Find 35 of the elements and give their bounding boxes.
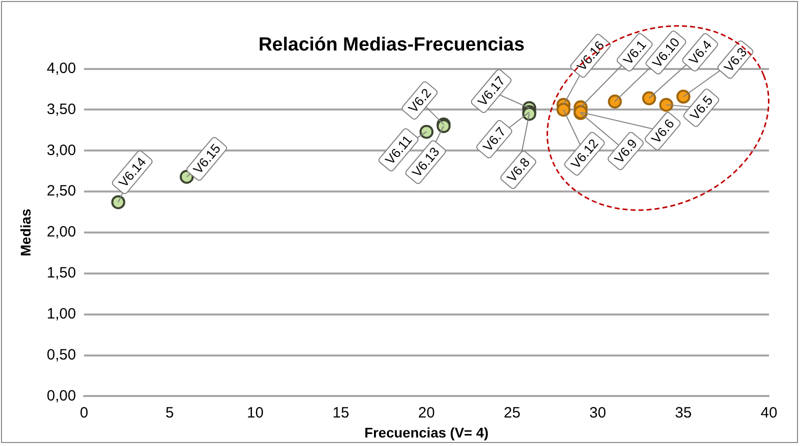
y-tick-label: 3,00 bbox=[46, 142, 76, 159]
annotation: V6.3 bbox=[721, 44, 750, 75]
x-tick-label: 0 bbox=[80, 404, 88, 422]
y-tick-label: 0,50 bbox=[46, 346, 76, 364]
x-tick-label: 10 bbox=[246, 404, 264, 422]
chart-title: Relación Medias-Frecuencias bbox=[258, 34, 525, 56]
point bbox=[111, 195, 126, 210]
y-tick-label: 2,50 bbox=[46, 182, 76, 200]
point bbox=[659, 98, 674, 112]
x-tick-label: 5 bbox=[165, 404, 174, 422]
point bbox=[608, 94, 622, 109]
x-tick-label: 15 bbox=[332, 404, 350, 422]
y-tick-label: 3,50 bbox=[46, 100, 76, 118]
y-axis-title: Medias bbox=[17, 208, 34, 256]
annotation: V6.1 bbox=[620, 37, 650, 68]
y-tick-label: 1,00 bbox=[46, 305, 76, 322]
point bbox=[642, 91, 656, 106]
x-axis-title: Frecuencias (V= 4) bbox=[364, 424, 489, 440]
y-tick-label: 2,00 bbox=[46, 224, 76, 241]
y-tick-label: 4,00 bbox=[46, 60, 76, 77]
x-tick-label: 20 bbox=[418, 404, 435, 422]
annotation: V6.2 bbox=[405, 85, 434, 116]
annotation: V6.9 bbox=[611, 136, 640, 166]
point bbox=[419, 124, 434, 139]
point bbox=[676, 90, 690, 104]
annotation: V6.8 bbox=[504, 154, 533, 185]
x-tick-label: 35 bbox=[675, 404, 692, 422]
y-tick-label: 0,00 bbox=[46, 387, 76, 404]
x-tick-label: 25 bbox=[504, 404, 520, 422]
annotation: V6.6 bbox=[648, 116, 678, 146]
point bbox=[556, 102, 570, 117]
y-tick-label: 1,50 bbox=[46, 264, 76, 282]
x-tick-label: 30 bbox=[589, 404, 606, 422]
annotation: V6.4 bbox=[686, 37, 715, 68]
x-tick-label: 40 bbox=[760, 404, 778, 422]
